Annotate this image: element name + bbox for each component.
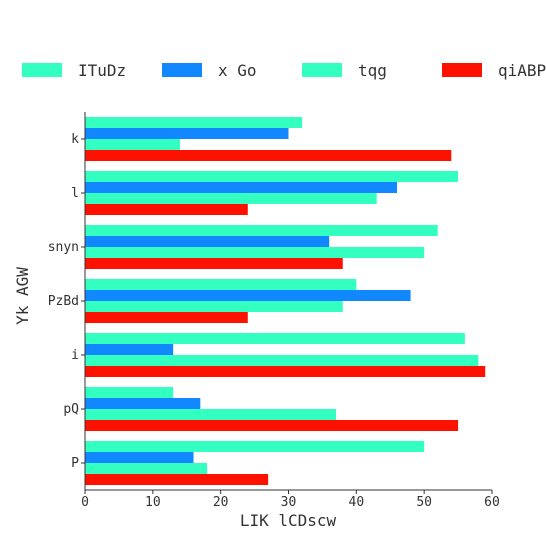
legend-label: x Go <box>218 61 257 80</box>
bar-P-x-Go <box>85 452 194 463</box>
bar-PzBd-x-Go <box>85 290 411 301</box>
bar-pQ-tqg <box>85 409 336 420</box>
y-axis: k l snyn PzBd i pQ P <box>48 112 86 490</box>
legend-swatch <box>302 63 342 77</box>
bar-pQ-ITuDz <box>85 387 174 398</box>
bar-P-qiABP <box>85 474 269 485</box>
bar-snyn-tqg <box>85 247 425 258</box>
y-tick-label: snyn <box>48 240 79 255</box>
y-tick-label: P <box>71 456 79 471</box>
bar-PzBd-tqg <box>85 301 343 312</box>
bar-i-qiABP <box>85 366 486 377</box>
x-tick-label: 0 <box>81 495 89 510</box>
legend: ITuDz x Go tqg qiABP <box>22 61 546 80</box>
bar-l-ITuDz <box>85 171 459 182</box>
legend-swatch <box>442 63 482 77</box>
bar-snyn-qiABP <box>85 258 343 269</box>
bar-i-ITuDz <box>85 333 465 344</box>
legend-label: ITuDz <box>78 61 126 80</box>
bar-l-tqg <box>85 193 377 204</box>
bar-k-x-Go <box>85 128 289 139</box>
bar-snyn-x-Go <box>85 236 330 247</box>
x-axis-label: LIK lCDscw <box>240 511 337 530</box>
bar-PzBd-ITuDz <box>85 279 357 290</box>
legend-label: qiABP <box>498 61 546 80</box>
bar-i-tqg <box>85 355 479 366</box>
y-tick-label: k <box>71 132 79 147</box>
y-tick-label: pQ <box>63 402 79 417</box>
legend-swatch <box>162 63 202 77</box>
x-tick-label: 40 <box>349 495 365 510</box>
x-tick-label: 50 <box>416 495 432 510</box>
y-tick-label: PzBd <box>48 294 79 309</box>
bars <box>85 117 486 485</box>
bar-pQ-x-Go <box>85 398 201 409</box>
x-axis: 0 10 20 30 40 50 60 <box>81 489 500 510</box>
bar-l-qiABP <box>85 204 248 215</box>
bar-k-qiABP <box>85 150 452 161</box>
bar-i-x-Go <box>85 344 174 355</box>
bar-P-tqg <box>85 463 208 474</box>
bar-P-ITuDz <box>85 441 425 452</box>
x-tick-label: 30 <box>281 495 297 510</box>
bar-k-ITuDz <box>85 117 303 128</box>
legend-label: tqg <box>358 61 387 80</box>
y-tick-label: l <box>71 186 79 201</box>
bar-snyn-ITuDz <box>85 225 438 236</box>
x-tick-label: 10 <box>145 495 161 510</box>
x-tick-label: 60 <box>484 495 500 510</box>
bar-l-x-Go <box>85 182 398 193</box>
bar-k-tqg <box>85 139 180 150</box>
bar-PzBd-qiABP <box>85 312 248 323</box>
legend-swatch <box>22 63 62 77</box>
y-tick-label: i <box>71 348 79 363</box>
x-tick-label: 20 <box>213 495 229 510</box>
bar-pQ-qiABP <box>85 420 459 431</box>
y-axis-label: Yk AGW <box>13 267 32 325</box>
